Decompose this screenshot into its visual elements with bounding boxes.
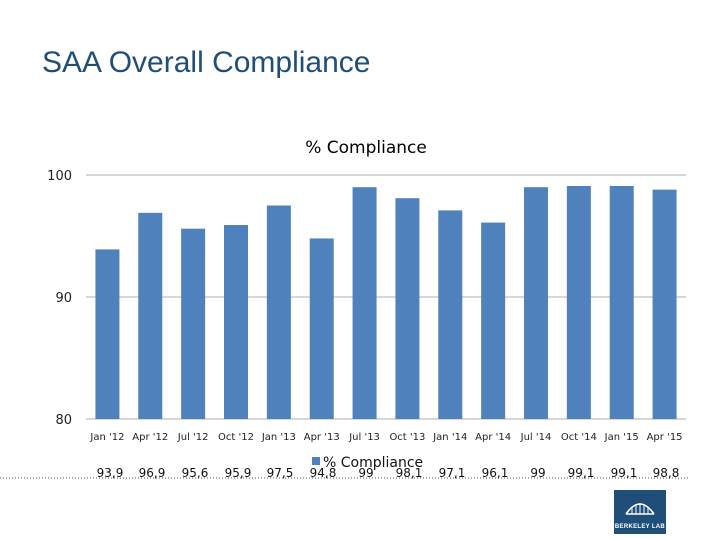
x-tick-label: Jan '14 — [432, 432, 467, 443]
data-labels: 93,9 96,9 95,6 95,9 97,5 94,8 99 98,1 97,1 96,1 99… — [97, 466, 680, 480]
data-label: 95,6 — [182, 466, 209, 480]
y-axis-ticks: 80 90 100 — [47, 169, 72, 428]
x-tick-label: Oct '12 — [218, 432, 254, 443]
bar — [395, 198, 420, 419]
data-label: 95,9 — [225, 466, 252, 480]
data-label: 97,5 — [267, 466, 294, 480]
bar — [524, 187, 548, 419]
x-tick-label: Apr '13 — [304, 432, 340, 443]
y-tick-label: 80 — [55, 413, 72, 428]
legend-swatch — [312, 457, 320, 465]
x-axis-ticks: Jan '12 Apr '12 Jul '12 Oct '12 Jan '13 Apr '… — [89, 432, 682, 443]
bars — [95, 185, 677, 419]
bar — [481, 222, 506, 419]
x-tick-label: Jul '13 — [348, 432, 380, 443]
legend-label: % Compliance — [323, 455, 423, 471]
data-label: 99,1 — [611, 466, 638, 480]
data-label: 96,1 — [482, 466, 509, 480]
data-label: 98,1 — [396, 466, 423, 480]
bar — [438, 210, 463, 419]
y-tick-label: 100 — [47, 169, 72, 184]
x-tick-label: Jan '12 — [89, 432, 124, 443]
bar — [224, 225, 248, 419]
data-label: 96,9 — [139, 466, 166, 480]
lab-building-icon — [625, 503, 655, 515]
berkeley-lab-logo: BERKELEY LAB — [614, 490, 666, 534]
x-tick-label: Jul '12 — [177, 432, 209, 443]
data-label: 94,8 — [310, 466, 337, 480]
y-tick-label: 90 — [55, 291, 72, 306]
gridlines — [86, 174, 686, 420]
slide-title: SAA Overall Compliance — [42, 46, 371, 79]
bar — [138, 212, 163, 419]
bar — [309, 238, 334, 419]
data-label: 98,8 — [653, 466, 680, 480]
bar — [652, 189, 677, 419]
legend: % Compliance — [312, 455, 423, 471]
chart-title: % Compliance — [305, 138, 427, 158]
data-label: 97,1 — [439, 466, 466, 480]
x-tick-label: Apr '12 — [132, 432, 168, 443]
data-label: 99 — [530, 466, 545, 480]
x-tick-label: Oct '14 — [561, 432, 597, 443]
bar — [95, 249, 120, 419]
bar — [181, 228, 206, 419]
data-label: 99,1 — [568, 466, 595, 480]
data-label: 93,9 — [97, 466, 124, 480]
x-tick-label: Jul '14 — [520, 432, 552, 443]
x-tick-label: Jan '15 — [604, 432, 639, 443]
x-tick-label: Apr '15 — [647, 432, 683, 443]
logo-text: BERKELEY LAB — [614, 524, 666, 530]
x-tick-label: Oct '13 — [389, 432, 425, 443]
x-tick-label: Jan '13 — [261, 432, 296, 443]
x-tick-label: Apr '14 — [475, 432, 511, 443]
bar — [352, 187, 377, 419]
data-label: 99 — [358, 466, 373, 480]
bar — [266, 205, 291, 419]
bar — [566, 185, 591, 419]
bar — [609, 185, 634, 419]
